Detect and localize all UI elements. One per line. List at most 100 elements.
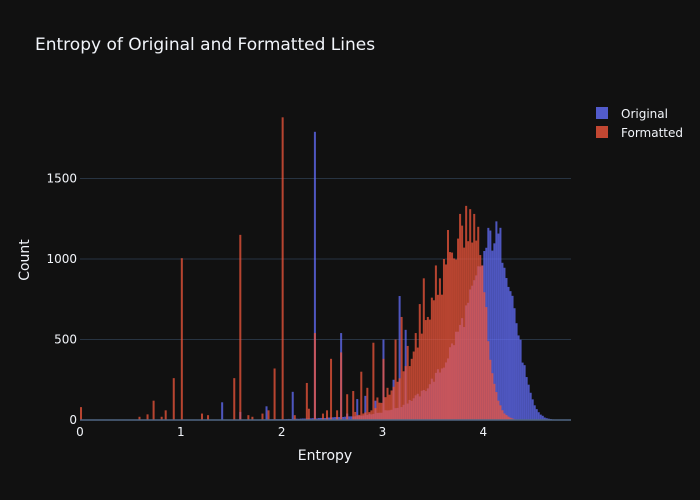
- histogram-bar-formatted: [404, 366, 407, 420]
- histogram-bar-formatted: [207, 415, 210, 420]
- histogram-bar-original: [323, 418, 327, 420]
- legend-item-original[interactable]: Original: [596, 107, 668, 121]
- histogram-bar-formatted: [436, 294, 439, 420]
- histogram-bar-formatted: [457, 238, 460, 420]
- histogram-bar-original: [313, 131, 316, 420]
- x-tick-label: 1: [177, 425, 185, 439]
- histogram-bar-formatted: [273, 368, 276, 420]
- y-tick-label: 0: [69, 413, 77, 427]
- histogram-bar-original: [505, 278, 508, 420]
- histogram-bar-formatted: [396, 381, 399, 420]
- y-axis-title: Count: [17, 239, 33, 281]
- histogram-bar-original: [221, 402, 224, 420]
- histogram-bar-formatted: [451, 252, 454, 420]
- histogram-bar-formatted: [442, 259, 445, 420]
- y-tick-label: 1000: [46, 252, 77, 266]
- histogram-bar-formatted: [261, 413, 264, 420]
- histogram-bar-formatted: [378, 402, 381, 420]
- histogram-bar-original: [519, 339, 522, 420]
- histogram-bar-original: [364, 395, 367, 420]
- histogram-bar-formatted: [471, 242, 474, 420]
- histogram-bar-original: [495, 221, 498, 420]
- histogram-bar-formatted: [418, 304, 421, 420]
- histogram-bar-formatted: [362, 413, 365, 420]
- histogram-bar-formatted: [420, 333, 423, 420]
- histogram-bar-formatted: [251, 416, 254, 420]
- histogram-bar-formatted: [499, 405, 502, 420]
- histogram-bar-formatted: [138, 416, 141, 420]
- histogram-bar-formatted: [346, 394, 349, 420]
- histogram-bar-formatted: [461, 225, 464, 420]
- histogram-bar-formatted: [473, 213, 476, 420]
- histogram-bar-formatted: [172, 378, 175, 420]
- histogram-bar-formatted: [307, 408, 310, 420]
- histogram-bar-formatted: [364, 412, 367, 420]
- histogram-bar-formatted: [491, 373, 494, 420]
- histogram-bar-original: [535, 409, 538, 420]
- histogram-bar-original: [491, 250, 494, 420]
- histogram-bar-formatted: [505, 415, 508, 420]
- histogram-bar-formatted: [406, 345, 409, 420]
- histogram-bar-formatted: [293, 415, 296, 420]
- histogram-bar-formatted: [340, 352, 343, 420]
- y-tick-label: 500: [54, 333, 77, 347]
- histogram-bar-formatted: [455, 259, 458, 420]
- histogram-bar-formatted: [356, 415, 359, 420]
- histogram-bar-formatted: [382, 358, 385, 420]
- legend-swatch-formatted: [596, 126, 608, 138]
- histogram-bar-original: [497, 233, 500, 420]
- histogram-bar-formatted: [164, 410, 167, 420]
- histogram-bar-formatted: [394, 339, 397, 420]
- histogram-bar-formatted: [386, 387, 389, 420]
- histogram-bar-original: [515, 323, 518, 420]
- histogram-bar-formatted: [440, 294, 443, 420]
- histogram-bar-formatted: [239, 234, 242, 420]
- histogram-bar-original: [533, 405, 536, 420]
- histogram-bar-original: [315, 418, 318, 420]
- histogram-bar-formatted: [463, 247, 466, 420]
- histogram-bar-formatted: [160, 416, 163, 420]
- histogram-bar-formatted: [507, 416, 510, 420]
- histogram-bar-formatted: [233, 378, 236, 420]
- histogram-bar-formatted: [281, 117, 284, 420]
- legend-label-original: Original: [621, 107, 668, 121]
- histogram-bar-formatted: [444, 264, 447, 420]
- histogram-bar-formatted: [400, 316, 403, 420]
- histogram-bar-formatted: [388, 394, 391, 420]
- histogram-bar-formatted: [370, 410, 373, 420]
- histogram-bar-formatted: [392, 386, 395, 420]
- histogram-bar-formatted: [398, 378, 401, 420]
- histogram-bar-original: [328, 417, 331, 420]
- histogram-bar-original: [517, 335, 520, 420]
- histogram-bar-formatted: [414, 333, 417, 420]
- chart-title: Entropy of Original and Formatted Lines: [35, 35, 375, 55]
- histogram-bar-original: [507, 286, 510, 420]
- histogram-bar-formatted: [180, 258, 183, 420]
- histogram-bar-formatted: [200, 413, 204, 420]
- histogram-bar-formatted: [390, 390, 393, 420]
- histogram-bar-formatted: [368, 412, 371, 420]
- histogram-bar-formatted: [416, 347, 419, 420]
- histogram-bar-formatted: [469, 209, 472, 420]
- histogram-bar-original: [309, 418, 312, 420]
- histogram-bar-formatted: [432, 300, 435, 420]
- histogram-bar-original: [317, 418, 320, 420]
- histogram-bar-original: [350, 416, 353, 420]
- histogram-bar-original: [311, 418, 314, 420]
- histogram-bar-original: [301, 418, 304, 420]
- histogram-bar-formatted: [503, 413, 506, 420]
- legend-label-formatted: Formatted: [621, 126, 683, 140]
- histogram-bar-formatted: [354, 411, 357, 420]
- histogram-bar-original: [319, 417, 322, 420]
- legend-item-formatted[interactable]: Formatted: [596, 126, 683, 140]
- histogram-bar-formatted: [489, 359, 492, 420]
- histogram-bar-original: [334, 417, 337, 420]
- histogram-bar-original: [356, 399, 359, 420]
- histogram-bar-original: [521, 362, 524, 420]
- histogram-bar-original: [501, 262, 504, 420]
- histogram-bar-original: [265, 406, 268, 420]
- histogram-bar-formatted: [493, 383, 496, 420]
- histogram-bar-formatted: [267, 410, 270, 420]
- histogram-bar-original: [348, 416, 351, 420]
